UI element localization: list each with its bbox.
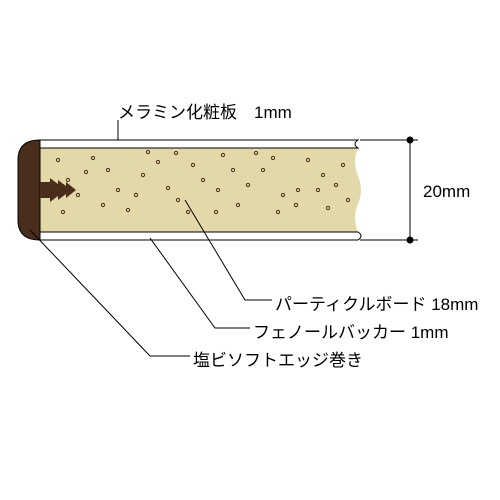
melamine-layer xyxy=(40,140,358,148)
label-particleboard: パーティクルボード 18mm xyxy=(275,290,478,315)
dimension-value: 20mm xyxy=(423,182,470,202)
dimension-20mm xyxy=(360,137,418,243)
backer-layer xyxy=(40,232,361,240)
edge-cap xyxy=(18,140,40,240)
label-backer: フェノールバッカー 1mm xyxy=(253,318,449,343)
label-edge: 塩ビソフトエッジ巻き xyxy=(193,346,363,371)
cross-section-diagram xyxy=(0,0,500,500)
label-melamine: メラミン化粧板 1mm xyxy=(118,98,292,123)
core-layer xyxy=(40,148,361,232)
